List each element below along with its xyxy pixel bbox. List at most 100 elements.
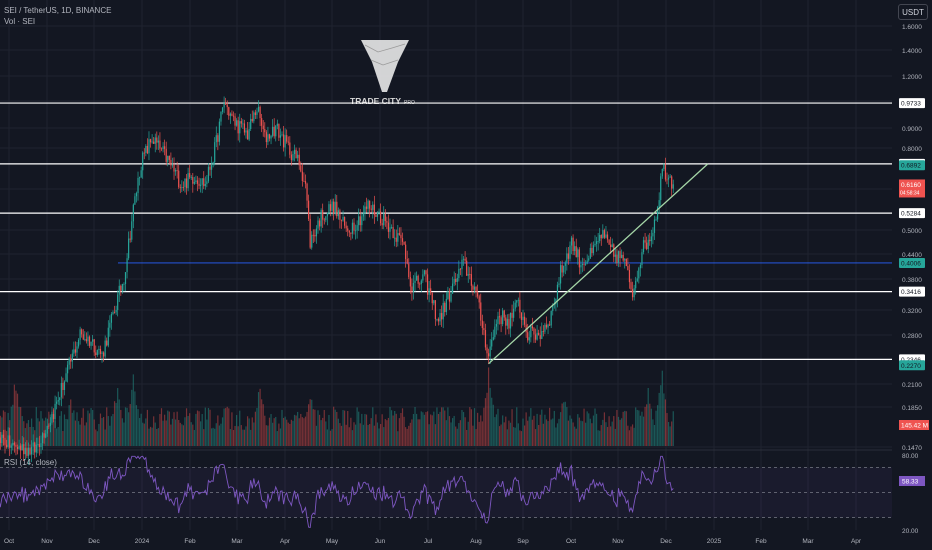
candle-body <box>517 299 519 301</box>
last-price-bg <box>899 179 925 198</box>
volume-bar <box>506 429 508 446</box>
volume-bar <box>267 425 269 446</box>
candle-body <box>647 239 649 250</box>
candle-body <box>236 120 238 126</box>
candle-body <box>76 346 78 353</box>
candle-body <box>90 341 92 346</box>
trendline[interactable] <box>488 163 709 365</box>
candle-body <box>157 140 159 143</box>
candle-body <box>431 293 433 304</box>
candle-body <box>132 204 134 222</box>
volume-bar <box>240 425 242 446</box>
candle-body <box>99 348 102 354</box>
volume-bar <box>134 391 136 446</box>
candle-body <box>538 332 540 336</box>
volume-bar <box>168 411 170 446</box>
volume-bar <box>328 414 330 446</box>
symbol-title[interactable]: SEI / TetherUS, 1D, BINANCE <box>4 6 112 15</box>
candle-body <box>315 228 318 237</box>
candle-body <box>456 278 458 282</box>
volume-bar <box>59 415 61 446</box>
volume-legend[interactable]: Vol · SEI <box>4 17 36 26</box>
candle-body <box>173 164 175 172</box>
candle-body <box>564 262 566 266</box>
candle-body <box>12 442 14 446</box>
candle-body <box>87 336 89 342</box>
candle-body <box>486 347 488 354</box>
candle-body <box>107 327 109 346</box>
candle-body <box>451 283 454 294</box>
candle-body <box>600 234 602 239</box>
volume-bar <box>569 415 571 446</box>
candle-body <box>81 329 83 335</box>
volume-bar <box>511 409 513 446</box>
volume-bar <box>96 431 98 446</box>
rsi-tag: 58.33 <box>902 479 919 486</box>
volume-bar <box>561 403 563 446</box>
volume-bar <box>63 414 66 446</box>
candle-body <box>426 274 429 295</box>
candle-body <box>98 348 100 351</box>
volume-bar <box>502 415 504 446</box>
candle-body <box>389 227 391 232</box>
volume-bar <box>381 414 383 446</box>
volume-bar <box>2 410 5 446</box>
candle-body <box>505 317 507 326</box>
candle-body <box>549 324 551 326</box>
candle-body <box>206 181 208 184</box>
candle-body <box>606 234 609 240</box>
volume-bar <box>628 430 631 446</box>
volume-bar <box>370 418 372 446</box>
candle-body <box>610 244 612 248</box>
candle-body <box>196 180 199 184</box>
candle-body <box>475 286 477 293</box>
candle-body <box>339 210 341 220</box>
volume-bar <box>597 430 599 446</box>
volume-bar <box>37 418 39 446</box>
candle-body <box>182 187 185 188</box>
candle-body <box>450 293 452 302</box>
currency-button[interactable]: USDT <box>898 4 928 20</box>
time-tick-label: Mar <box>802 538 814 545</box>
volume-bar <box>464 417 466 446</box>
candle-body <box>279 135 282 138</box>
candle-body <box>229 113 231 116</box>
volume-bar <box>486 392 488 446</box>
price-tick-label: 0.1850 <box>902 405 922 412</box>
volume-bar <box>272 422 274 446</box>
volume-bar <box>187 415 189 446</box>
volume-bar <box>21 416 23 446</box>
candle-body <box>124 272 127 284</box>
candle-body <box>93 339 95 353</box>
volume-bar <box>99 413 102 446</box>
candle-body <box>231 113 233 116</box>
candle-body <box>178 170 180 188</box>
time-tick-label: 2025 <box>707 538 722 545</box>
volume-bar <box>200 421 202 446</box>
volume-bar <box>34 430 36 446</box>
candle-body <box>304 181 307 184</box>
price-axis[interactable]: 1.60001.40001.20001.05000.90000.80000.60… <box>892 0 932 550</box>
candle-body <box>625 258 627 267</box>
volume-bar <box>143 423 145 446</box>
volume-bar <box>137 409 139 446</box>
candle-body <box>289 142 291 155</box>
volume-bar <box>123 422 125 446</box>
candle-body <box>256 111 258 115</box>
candle-body <box>370 208 372 210</box>
rsi-legend[interactable]: RSI (14, close) <box>4 458 57 467</box>
volume-bar <box>279 428 282 446</box>
candle-body <box>314 235 316 237</box>
time-axis[interactable]: Oct Nov Dec 2024 Feb Mar Apr May Jun Jul Aug Sep Oct… <box>0 534 932 550</box>
volume-bar <box>375 414 377 446</box>
volume-bar <box>519 430 521 446</box>
candle-body <box>530 326 532 338</box>
candle-body <box>309 218 311 248</box>
volume-bar <box>29 426 31 446</box>
candle-body <box>193 181 195 184</box>
candle-body <box>442 302 444 320</box>
volume-bar <box>469 407 471 446</box>
candle-body <box>162 146 164 150</box>
volume-bar <box>117 388 119 446</box>
